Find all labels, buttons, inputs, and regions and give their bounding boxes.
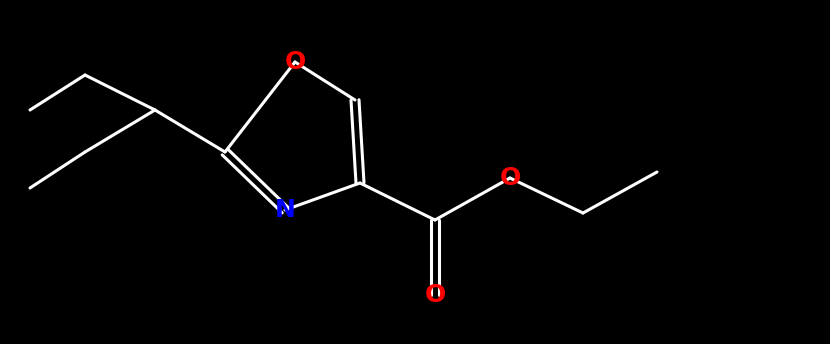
Text: N: N <box>275 198 295 222</box>
Text: O: O <box>500 166 520 190</box>
Text: O: O <box>424 283 446 307</box>
Text: O: O <box>285 50 305 74</box>
